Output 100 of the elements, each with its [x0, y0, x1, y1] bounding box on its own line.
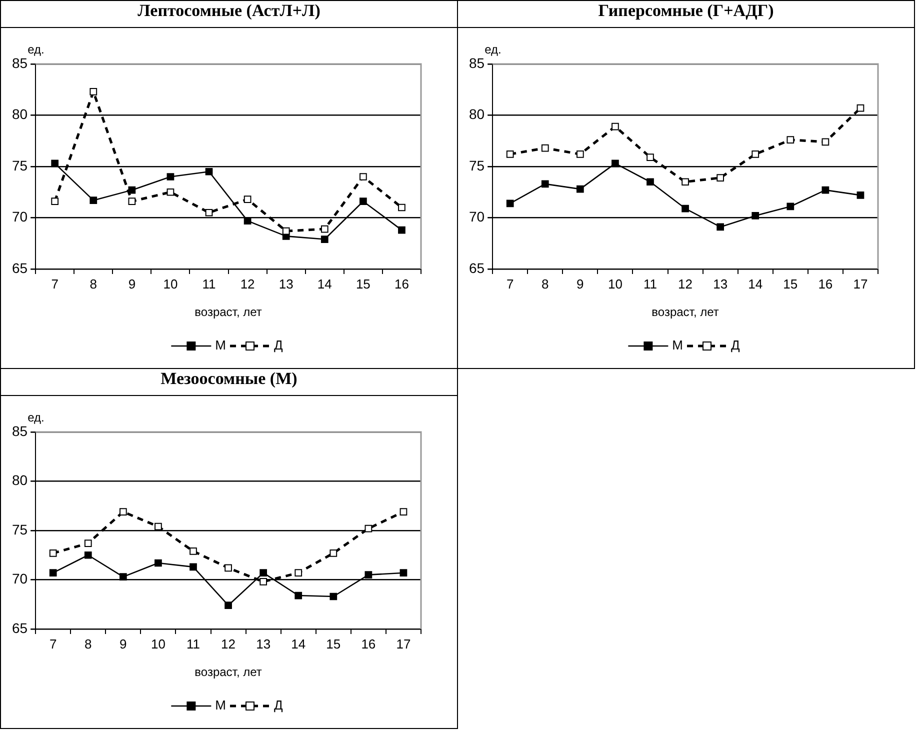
point	[244, 217, 252, 225]
x-tick-label: 10	[608, 276, 622, 292]
point	[51, 198, 59, 206]
point	[506, 200, 514, 208]
point	[822, 186, 830, 194]
y-tick-label: 65	[468, 260, 485, 276]
point	[154, 559, 162, 567]
x-tick-label: 10	[150, 636, 166, 652]
x-axis-title: возраст, лет	[194, 665, 262, 680]
legend-label: Д	[731, 338, 740, 353]
point	[398, 204, 406, 212]
point	[190, 548, 197, 555]
legend-label: М	[215, 338, 226, 353]
point	[128, 198, 136, 206]
point	[224, 602, 232, 610]
x-tick-label: 14	[291, 636, 306, 652]
y-tick-label: 80	[12, 472, 28, 488]
legend-label: Д	[274, 698, 284, 713]
point	[646, 178, 654, 186]
x-tick-label: 9	[128, 276, 136, 292]
point	[364, 571, 372, 579]
y-axis-title: ед.	[28, 42, 44, 56]
point	[49, 549, 57, 557]
x-tick-label: 13	[278, 276, 294, 292]
point	[166, 173, 174, 180]
x-tick-label: 11	[202, 276, 216, 292]
point	[320, 225, 328, 233]
point	[822, 138, 830, 146]
x-tick-label: 17	[396, 636, 411, 652]
point	[320, 236, 328, 243]
point	[260, 569, 268, 577]
point	[506, 150, 514, 158]
y-tick-label: 65	[12, 620, 28, 636]
y-tick-label: 80	[468, 106, 485, 122]
x-axis-title: возраст, лет	[194, 305, 262, 320]
legend-label: М	[672, 338, 684, 353]
y-tick-label: 80	[12, 106, 28, 122]
x-tick-label: 7	[51, 276, 58, 292]
point	[752, 212, 760, 220]
y-tick-label: 70	[468, 208, 485, 225]
x-tick-label: 14	[748, 276, 763, 292]
point	[360, 198, 367, 206]
x-tick-label: 11	[186, 636, 200, 652]
point	[752, 150, 760, 158]
x-tick-label: 14	[317, 276, 332, 292]
x-tick-label: 13	[256, 636, 271, 652]
y-tick-label: 75	[468, 157, 485, 174]
y-tick-label: 85	[12, 54, 28, 71]
y-tick-label: 70	[12, 208, 28, 225]
x-tick-label: 7	[506, 276, 514, 292]
point	[612, 122, 619, 130]
point	[190, 563, 197, 571]
y-tick-label: 75	[12, 157, 28, 174]
point	[786, 136, 794, 144]
y-axis-title: ед.	[484, 42, 502, 56]
x-tick-label: 9	[576, 276, 584, 292]
point	[541, 180, 549, 188]
point	[260, 578, 268, 586]
x-tick-label: 7	[49, 636, 57, 652]
point	[856, 104, 864, 112]
x-tick-label: 12	[678, 276, 693, 292]
point	[398, 226, 406, 234]
x-tick-label: 16	[818, 276, 833, 292]
point	[84, 540, 92, 547]
x-tick-label: 15	[326, 636, 341, 652]
point	[282, 227, 290, 235]
point	[154, 522, 162, 530]
y-axis-title: ед.	[28, 410, 44, 424]
point	[330, 549, 338, 557]
point	[364, 524, 372, 532]
point	[49, 569, 57, 577]
point	[205, 208, 213, 216]
point	[244, 196, 252, 203]
point	[128, 186, 136, 194]
point	[576, 150, 584, 158]
x-tick-label: 11	[643, 276, 657, 292]
x-tick-label: 13	[713, 276, 728, 292]
point	[612, 160, 619, 168]
x-tick-label: 8	[90, 276, 98, 292]
point	[682, 178, 689, 186]
point	[646, 154, 654, 161]
x-tick-label: 15	[783, 276, 798, 292]
x-axis-title: возраст, лет	[652, 305, 720, 320]
point	[90, 196, 98, 204]
point	[576, 185, 584, 193]
y-tick-label: 75	[12, 521, 28, 538]
point	[84, 551, 92, 559]
y-tick-label: 70	[12, 570, 28, 587]
y-tick-label: 65	[12, 260, 28, 276]
x-tick-label: 12	[221, 636, 236, 652]
point	[400, 569, 408, 577]
point	[224, 564, 232, 572]
point	[119, 508, 127, 516]
point	[51, 160, 59, 168]
x-tick-label: 10	[163, 276, 178, 292]
point	[856, 192, 864, 199]
x-tick-label: 15	[356, 276, 370, 292]
point	[541, 144, 549, 152]
y-tick-label: 85	[468, 54, 485, 71]
point	[786, 202, 794, 210]
